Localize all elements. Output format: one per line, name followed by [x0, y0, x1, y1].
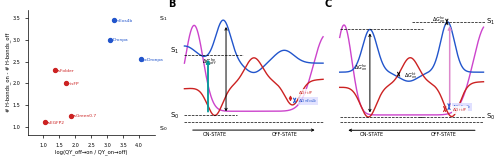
Point — [66, 114, 74, 117]
Text: S$_1$: S$_1$ — [170, 46, 179, 56]
Text: S$_1$: S$_1$ — [486, 17, 496, 27]
Text: S$_0$: S$_0$ — [486, 111, 496, 122]
Text: $\Delta G_{on}^{h\nu}$: $\Delta G_{on}^{h\nu}$ — [354, 62, 367, 73]
Point — [110, 19, 118, 22]
Text: S$_0$: S$_0$ — [170, 110, 179, 121]
Text: B: B — [168, 0, 175, 9]
Text: C: C — [324, 0, 332, 9]
Text: rsFolder: rsFolder — [56, 69, 74, 73]
Text: S$_0$: S$_0$ — [159, 124, 168, 133]
Point — [136, 58, 144, 61]
Text: pcDronpa: pcDronpa — [142, 58, 164, 62]
Text: $\Delta G_{irisFP}$: $\Delta G_{irisFP}$ — [452, 107, 468, 114]
Point — [106, 39, 114, 41]
Text: rsEGFP2: rsEGFP2 — [47, 121, 65, 125]
Text: $\Delta G_{mEos4b}$: $\Delta G_{mEos4b}$ — [452, 103, 471, 111]
Text: OFF-STATE: OFF-STATE — [272, 132, 297, 137]
Text: $\Delta G_{off}^{h\nu}$: $\Delta G_{off}^{h\nu}$ — [202, 56, 217, 67]
Text: Dronpa: Dronpa — [112, 38, 128, 42]
Point — [41, 121, 49, 123]
Text: OFF-STATE: OFF-STATE — [430, 132, 456, 137]
Text: S$_1$: S$_1$ — [159, 14, 167, 23]
Text: $\Delta G_{on}^{h\nu}$: $\Delta G_{on}^{h\nu}$ — [432, 14, 446, 25]
Text: ON-STATE: ON-STATE — [360, 132, 384, 137]
Text: mEos4b: mEos4b — [116, 19, 132, 23]
Text: rsGreen0.7: rsGreen0.7 — [72, 114, 96, 118]
Y-axis label: # H-bonds_on - # H-bonds_off: # H-bonds_on - # H-bonds_off — [5, 33, 10, 112]
Text: $\Delta G_{on}^{kt}$: $\Delta G_{on}^{kt}$ — [404, 70, 417, 81]
Text: $\Delta G_{mEos4b}$: $\Delta G_{mEos4b}$ — [298, 97, 318, 105]
Text: $\Delta G_{irisFP}$: $\Delta G_{irisFP}$ — [298, 90, 314, 97]
Text: irisFP: irisFP — [68, 82, 80, 86]
Text: ON-STATE: ON-STATE — [203, 132, 227, 137]
Point — [62, 82, 70, 85]
Point — [50, 69, 58, 72]
X-axis label: log(QY_off→on / QY_on→off): log(QY_off→on / QY_on→off) — [55, 149, 128, 155]
